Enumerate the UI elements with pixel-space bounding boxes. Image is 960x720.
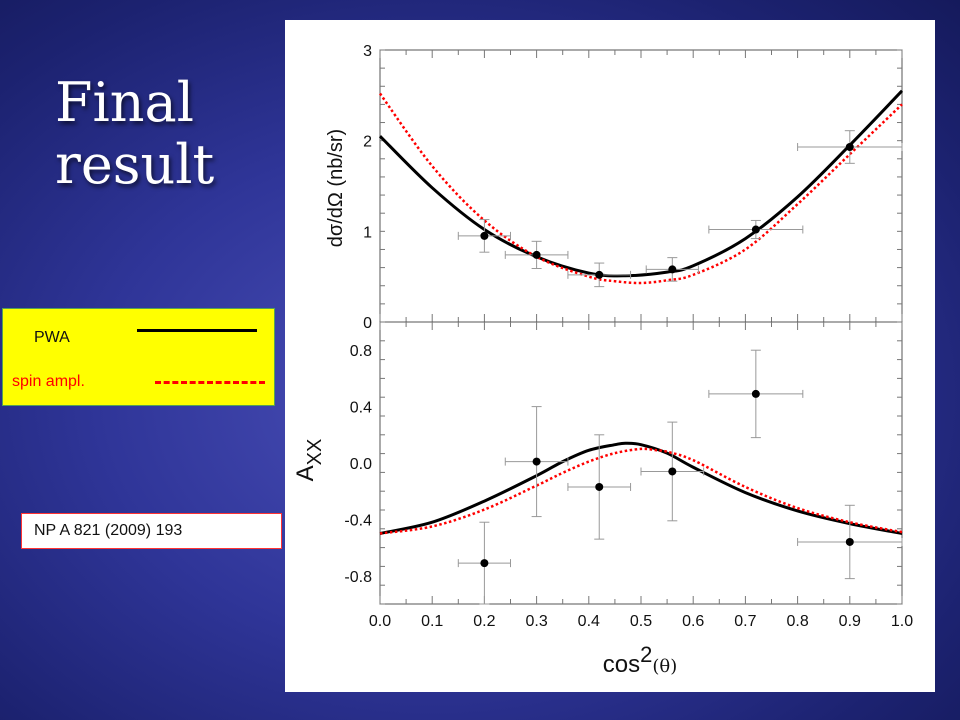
top-y-tick-label: 2	[363, 134, 372, 151]
x-tick-label: 0.4	[578, 613, 600, 630]
top-series-spin	[378, 92, 903, 285]
x-tick-label: 0.8	[786, 613, 808, 630]
bottom-y-tick-label: 0.8	[350, 343, 372, 360]
bottom-series-pwa	[379, 441, 903, 535]
x-tick-label: 1.0	[891, 613, 913, 630]
x-tick-label: 0.1	[421, 613, 443, 630]
x-axis-title-sup: 2	[640, 642, 652, 667]
x-axis-title-arg: (θ)	[652, 656, 677, 677]
bottom-y-tick-label: 0.0	[350, 456, 372, 473]
legend-box: PWA spin ampl.	[2, 308, 275, 406]
reference-box: NP A 821 (2009) 193	[21, 513, 282, 549]
x-tick-label: 0.3	[525, 613, 547, 630]
x-axis-title: cos2(θ)	[603, 642, 678, 678]
bottom-y-tick-label: 0.4	[350, 400, 372, 417]
top-data-point	[532, 250, 541, 259]
x-tick-label: 0.5	[630, 613, 652, 630]
bottom-data-point	[845, 537, 854, 546]
plot-panel: 0 1 2 3 -0.8 -0.4 0.0 0.4 0.8 0.0 0.1 0.2 0.3 0.4 0.5 0…	[285, 20, 935, 692]
slide-title-line2: result	[55, 133, 215, 196]
top-y-tick-label: 0	[363, 315, 372, 332]
legend-pwa-line	[137, 329, 257, 332]
reference-text: NP A 821 (2009) 193	[34, 522, 183, 539]
bottom-data-point	[532, 457, 541, 466]
chart-svg: 0 1 2 3 -0.8 -0.4 0.0 0.4 0.8 0.0 0.1 0.2 0.3 0.4 0.5 0…	[292, 43, 913, 678]
legend-pwa-label: PWA	[34, 329, 70, 346]
slide-title-line1: Final	[55, 71, 194, 134]
x-tick-label: 0.0	[369, 613, 391, 630]
bottom-data-point	[751, 389, 760, 398]
top-series-pwa	[378, 89, 904, 278]
bottom-series-spin	[379, 447, 903, 535]
bottom-y-axis-title: AXX	[292, 439, 326, 482]
bottom-data-point	[668, 467, 677, 476]
top-data-point	[668, 265, 677, 274]
x-tick-label: 0.2	[473, 613, 495, 630]
legend-spin-label: spin ampl.	[12, 373, 85, 390]
legend-spin-line	[155, 381, 265, 384]
bottom-y-tick-label: -0.4	[344, 512, 372, 529]
x-tick-label: 0.6	[682, 613, 704, 630]
top-plot-frame	[379, 49, 903, 323]
bottom-y-tick-label: -0.8	[344, 569, 372, 586]
bottom-data-point	[595, 482, 604, 491]
top-data-point	[595, 270, 604, 279]
x-tick-label: 0.7	[734, 613, 756, 630]
top-data-point	[751, 225, 760, 234]
slide-title: Final result	[55, 72, 285, 196]
top-y-tick-label: 3	[363, 43, 372, 60]
x-tick-label: 0.9	[839, 613, 861, 630]
bottom-y-axis-title-main: A	[292, 465, 319, 481]
top-data-point	[480, 231, 489, 240]
top-data-point	[845, 143, 854, 152]
bottom-y-axis-title-sub: XX	[304, 439, 326, 466]
bottom-data-point	[480, 559, 489, 568]
x-axis-title-main: cos	[603, 651, 640, 678]
top-y-tick-label: 1	[363, 224, 372, 241]
top-y-axis-title: dσ/dΩ (nb/sr)	[325, 129, 347, 247]
